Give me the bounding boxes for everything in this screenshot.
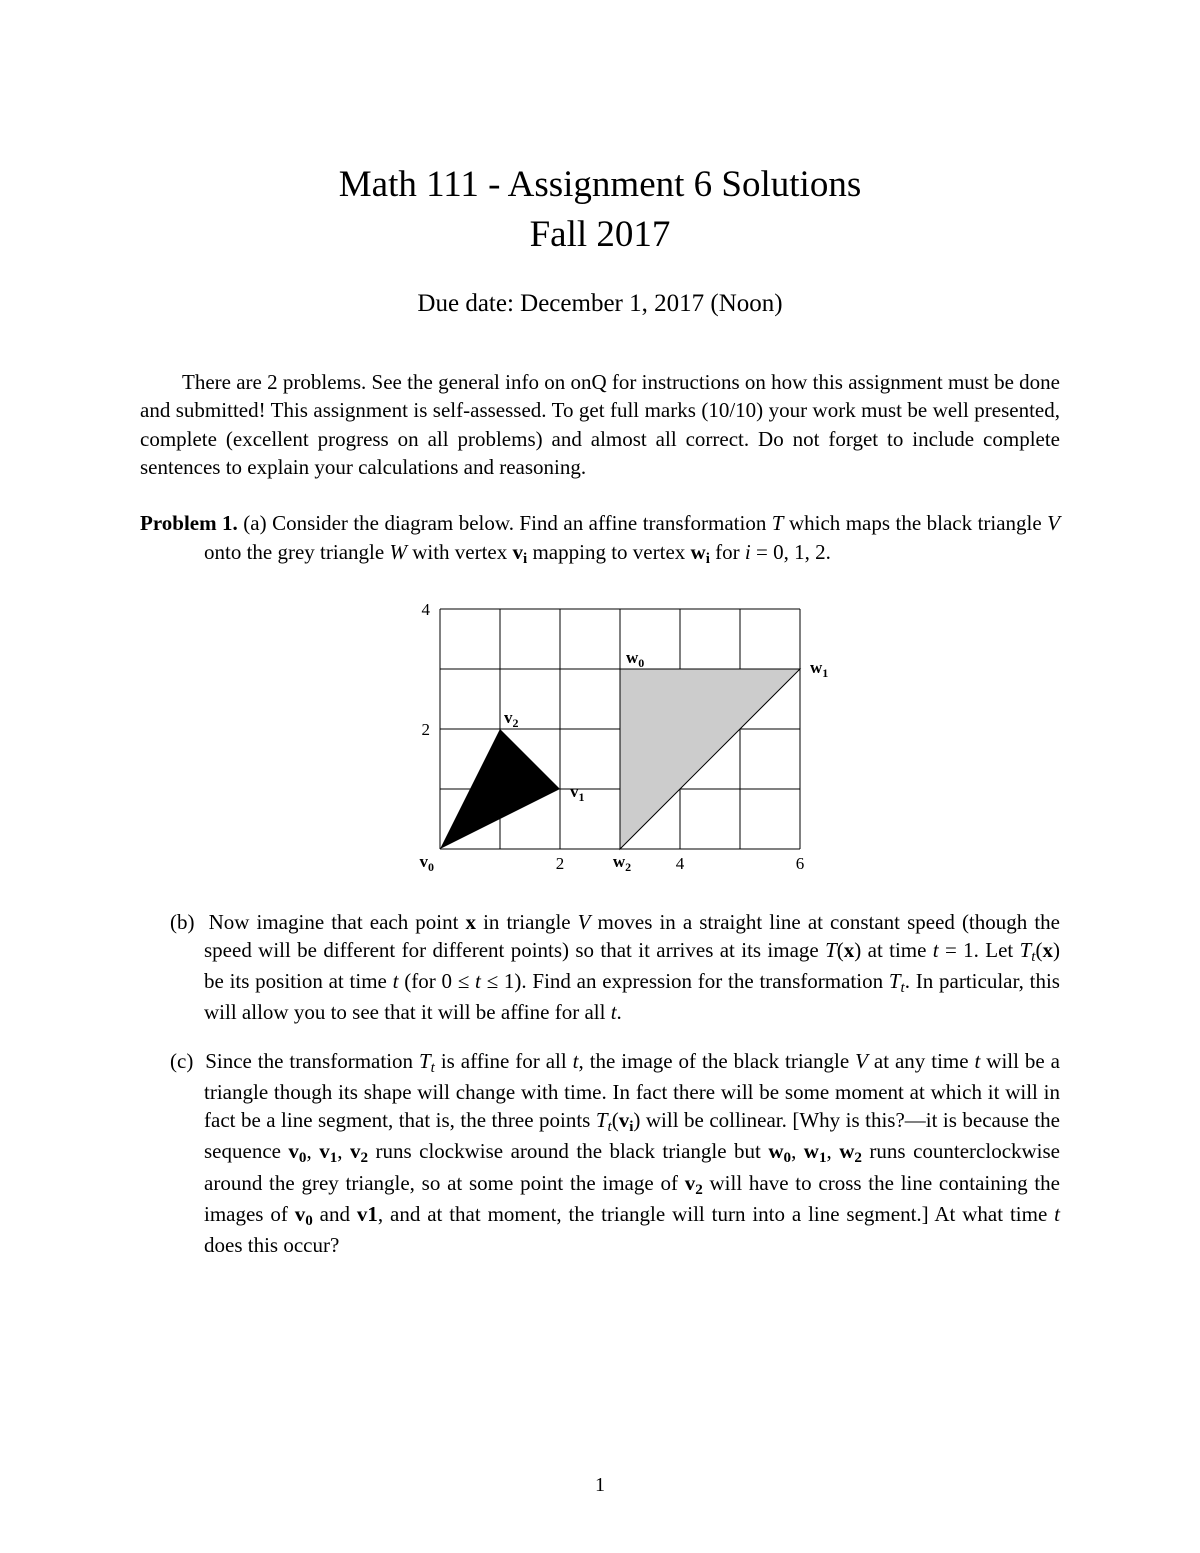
part-a-text-1: Consider the diagram below. Find an affi… <box>272 511 772 535</box>
part-a-text-5: mapping to vertex <box>527 540 690 564</box>
sym-wi: wi <box>691 540 710 564</box>
part-a-text-3: onto the grey triangle <box>204 540 389 564</box>
part-c-text: Since the transformation Tt is affine fo… <box>204 1049 1060 1257</box>
part-a-marker: (a) <box>243 511 266 535</box>
page: Math 111 - Assignment 6 Solutions Fall 2… <box>0 0 1200 1553</box>
sym-W: W <box>389 540 407 564</box>
svg-text:w2: w2 <box>613 852 631 874</box>
part-c-marker: (c) <box>170 1049 193 1073</box>
part-b-marker: (b) <box>170 910 195 934</box>
problem-label: Problem 1. <box>140 511 238 535</box>
svg-text:4: 4 <box>422 600 431 619</box>
svg-text:w1: w1 <box>810 658 828 680</box>
svg-text:4: 4 <box>676 854 685 873</box>
svg-text:w0: w0 <box>626 648 644 670</box>
diagram-container: 2 4 6 2 4 v0 v1 v2 w0 w1 w2 <box>140 589 1060 884</box>
due-date: Due date: December 1, 2017 (Noon) <box>140 290 1060 318</box>
intro-paragraph: There are 2 problems. See the general in… <box>140 368 1060 481</box>
problem-1b: (b) Now imagine that each point x in tri… <box>140 908 1060 1027</box>
sym-V: V <box>1047 511 1060 535</box>
part-a-text-6: for <box>710 540 745 564</box>
part-a-eq: = 0, 1, 2. <box>751 540 831 564</box>
svg-text:6: 6 <box>796 854 805 873</box>
svg-text:v0: v0 <box>420 852 435 874</box>
title-line-1: Math 111 - Assignment 6 Solutions <box>339 164 861 205</box>
problem-1c: (c) Since the transformation Tt is affin… <box>140 1047 1060 1260</box>
part-b-text: Now imagine that each point x in triangl… <box>204 910 1060 1025</box>
triangle-diagram: 2 4 6 2 4 v0 v1 v2 w0 w1 w2 <box>370 589 830 879</box>
svg-text:v1: v1 <box>570 782 585 804</box>
document-title: Math 111 - Assignment 6 Solutions Fall 2… <box>140 160 1060 260</box>
sym-vi: vi <box>513 540 528 564</box>
page-number: 1 <box>0 1474 1200 1497</box>
svg-text:2: 2 <box>556 854 565 873</box>
sym-T: T <box>772 511 784 535</box>
problem-1a: Problem 1. (a) Consider the diagram belo… <box>140 509 1060 569</box>
part-a-text-2: which maps the black triangle <box>783 511 1047 535</box>
part-a-text-4: with vertex <box>407 540 513 564</box>
title-line-2: Fall 2017 <box>530 214 671 255</box>
svg-text:v2: v2 <box>504 708 519 730</box>
svg-text:2: 2 <box>422 720 431 739</box>
